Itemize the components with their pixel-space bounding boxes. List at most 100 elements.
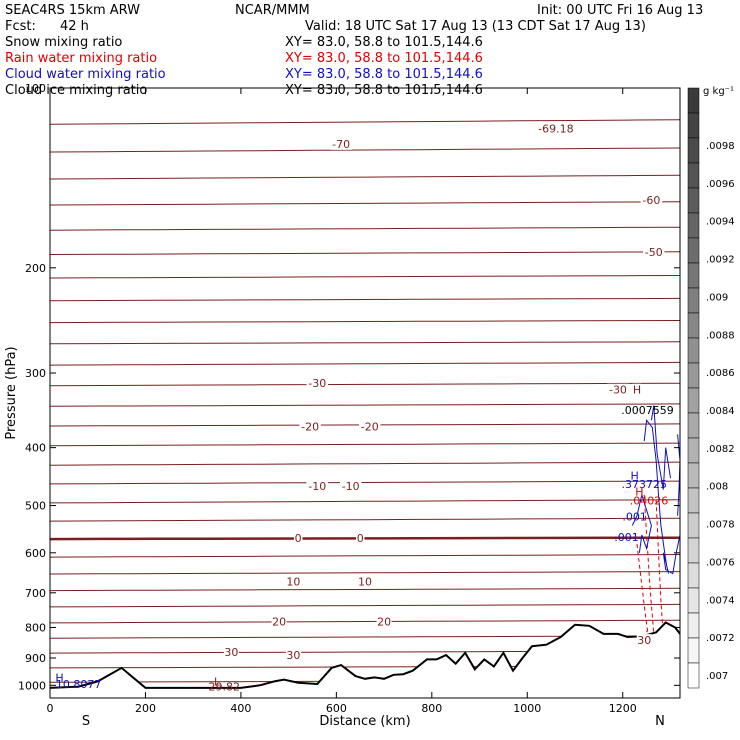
colorbar-box-9 bbox=[687, 312, 700, 339]
temperature-contour-5 bbox=[50, 251, 680, 255]
colorbar-label-11: .0076 bbox=[706, 557, 735, 568]
colorbar-label-12: .0074 bbox=[706, 595, 735, 606]
y-axis-label: Pressure (hPa) bbox=[4, 346, 19, 439]
x-tick-label-2: 400 bbox=[230, 702, 251, 715]
x-tick-label-5: 1000 bbox=[513, 702, 541, 715]
colorbar-label-1: .0096 bbox=[706, 179, 735, 190]
temperature-label-6: H bbox=[633, 384, 641, 397]
colorbar-box-8 bbox=[687, 287, 700, 314]
temperature-label-bg-19 bbox=[636, 634, 652, 647]
colorbar-box-21 bbox=[687, 612, 700, 639]
extremum-label-1: H bbox=[631, 469, 639, 482]
extremum-label-8: 10.8077 bbox=[56, 678, 102, 691]
end-label: N bbox=[655, 714, 665, 729]
field-xy-3: XY= 83.0, 58.8 to 101.5,144.6 bbox=[285, 83, 483, 98]
x-axis-label: Distance (km) bbox=[319, 714, 410, 729]
terrain-line bbox=[50, 621, 680, 689]
temperature-contour-24 bbox=[50, 619, 680, 624]
colorbar-box-20 bbox=[687, 587, 700, 614]
extremum-label-5: .001 bbox=[622, 511, 647, 524]
colorbar-label-3: .0092 bbox=[706, 255, 735, 266]
temperature-contour-22 bbox=[50, 587, 680, 592]
colorbar-label-7: .0084 bbox=[706, 406, 735, 417]
temperature-contour-9 bbox=[50, 341, 680, 345]
temperature-label-4: -30 bbox=[308, 377, 326, 390]
colorbar-label-6: .0086 bbox=[706, 368, 735, 379]
rain-contour-2 bbox=[655, 500, 664, 638]
temperature-contour-21 bbox=[50, 571, 680, 575]
colorbar-label-0: .0098 bbox=[706, 141, 735, 152]
colorbar-label-10: .0078 bbox=[706, 520, 735, 531]
temperature-contour-2 bbox=[50, 174, 680, 180]
y-tick-label-6: 700 bbox=[25, 587, 46, 600]
temperature-label-10: -10 bbox=[342, 480, 360, 493]
temperature-contour-3 bbox=[50, 201, 680, 206]
x-tick-label-0: 0 bbox=[47, 702, 54, 715]
temperature-contour-10 bbox=[50, 361, 680, 366]
temperature-label-bg-10 bbox=[339, 480, 362, 493]
colorbar-label-13: .0072 bbox=[706, 633, 735, 644]
colorbar-box-6 bbox=[687, 237, 700, 264]
valid-time: Valid: 18 UTC Sat 17 Aug 13 (13 CDT Sat … bbox=[305, 19, 646, 34]
temperature-label-19: 30 bbox=[637, 634, 651, 647]
x-tick-label-4: 800 bbox=[421, 702, 442, 715]
field-list: Snow mixing ratio XY= 83.0, 58.8 to 101.5… bbox=[5, 35, 483, 98]
temperature-label-bg-0 bbox=[535, 122, 577, 135]
colorbar-box-5 bbox=[687, 212, 700, 239]
cloud-water-contour-0 bbox=[643, 419, 680, 575]
x-tick-label-3: 600 bbox=[326, 702, 347, 715]
plot-area: -69.18 -70 -60 -50 -30 -30 H -20 -20 -10 -10 0 0 10 10… bbox=[50, 119, 680, 698]
temperature-label-bg-6 bbox=[632, 383, 642, 396]
colorbar-label-2: .0094 bbox=[706, 217, 735, 228]
x-tick-label-6: 1200 bbox=[609, 702, 637, 715]
temperature-label-bg-5 bbox=[607, 383, 629, 396]
start-label: S bbox=[82, 714, 90, 729]
colorbar-box-22 bbox=[687, 637, 700, 664]
extremum-label-9: L bbox=[214, 675, 221, 688]
colorbar-box-10 bbox=[687, 337, 700, 364]
cloud-water-contour-2 bbox=[631, 492, 652, 553]
temperature-label-bg-16 bbox=[376, 615, 392, 628]
colorbar-unit: g kg⁻¹ bbox=[703, 86, 734, 97]
temperature-contour-18 bbox=[50, 517, 680, 522]
temperature-label-bg-3 bbox=[643, 245, 665, 258]
cloud-water-contour-1 bbox=[650, 405, 671, 490]
temperature-contour-19 bbox=[50, 536, 680, 541]
temperature-label-bg-15 bbox=[271, 615, 287, 628]
temperature-label-12: 0 bbox=[357, 532, 364, 545]
temperature-label-bg-4 bbox=[306, 377, 329, 390]
colorbar-box-3 bbox=[687, 162, 700, 189]
temperature-contour-0 bbox=[50, 119, 680, 125]
temperature-label-13: 10 bbox=[286, 575, 300, 588]
temperature-label-8: -20 bbox=[361, 421, 379, 434]
colorbar: g kg⁻¹ .0098 .0096 .0094 .0092 .009 .0088 .0086… bbox=[687, 86, 735, 689]
org-label: NCAR/MMM bbox=[235, 3, 310, 18]
temperature-label-16: 20 bbox=[377, 616, 391, 629]
x-tick-label-1: 200 bbox=[135, 702, 156, 715]
field-name-1: Rain water mixing ratio bbox=[5, 51, 157, 66]
extremum-label-10: 29.82 bbox=[208, 681, 240, 694]
plot-frame bbox=[49, 87, 681, 699]
colorbar-box-11 bbox=[687, 362, 700, 389]
colorbar-box-23 bbox=[687, 662, 700, 689]
header: SEAC4RS 15km ARW NCAR/MMM Init: 00 UTC F… bbox=[5, 3, 703, 98]
y-tick-label-5: 600 bbox=[25, 547, 46, 560]
temperature-label-bg-1 bbox=[330, 137, 352, 150]
temperature-label-bg-9 bbox=[306, 480, 329, 493]
temperature-label-3: -50 bbox=[645, 246, 663, 259]
colorbar-box-15 bbox=[687, 462, 700, 489]
colorbar-box-19 bbox=[687, 562, 700, 589]
temperature-label-17: 30 bbox=[224, 646, 238, 659]
colorbar-box-7 bbox=[687, 262, 700, 289]
y-tick-label-4: 500 bbox=[25, 500, 46, 513]
temperature-contour-20 bbox=[50, 554, 680, 558]
temperature-label-bg-11 bbox=[293, 532, 303, 545]
field-xy-2: XY= 83.0, 58.8 to 101.5,144.6 bbox=[285, 67, 483, 82]
colorbar-label-4: .009 bbox=[706, 292, 728, 303]
temperature-label-14: 10 bbox=[358, 575, 372, 588]
temperature-label-5: -30 bbox=[609, 384, 627, 397]
field-xy-1: XY= 83.0, 58.8 to 101.5,144.6 bbox=[285, 51, 483, 66]
colorbar-box-13 bbox=[687, 412, 700, 439]
temperature-label-bg-2 bbox=[640, 194, 663, 207]
y-tick-label-1: 200 bbox=[25, 262, 46, 275]
